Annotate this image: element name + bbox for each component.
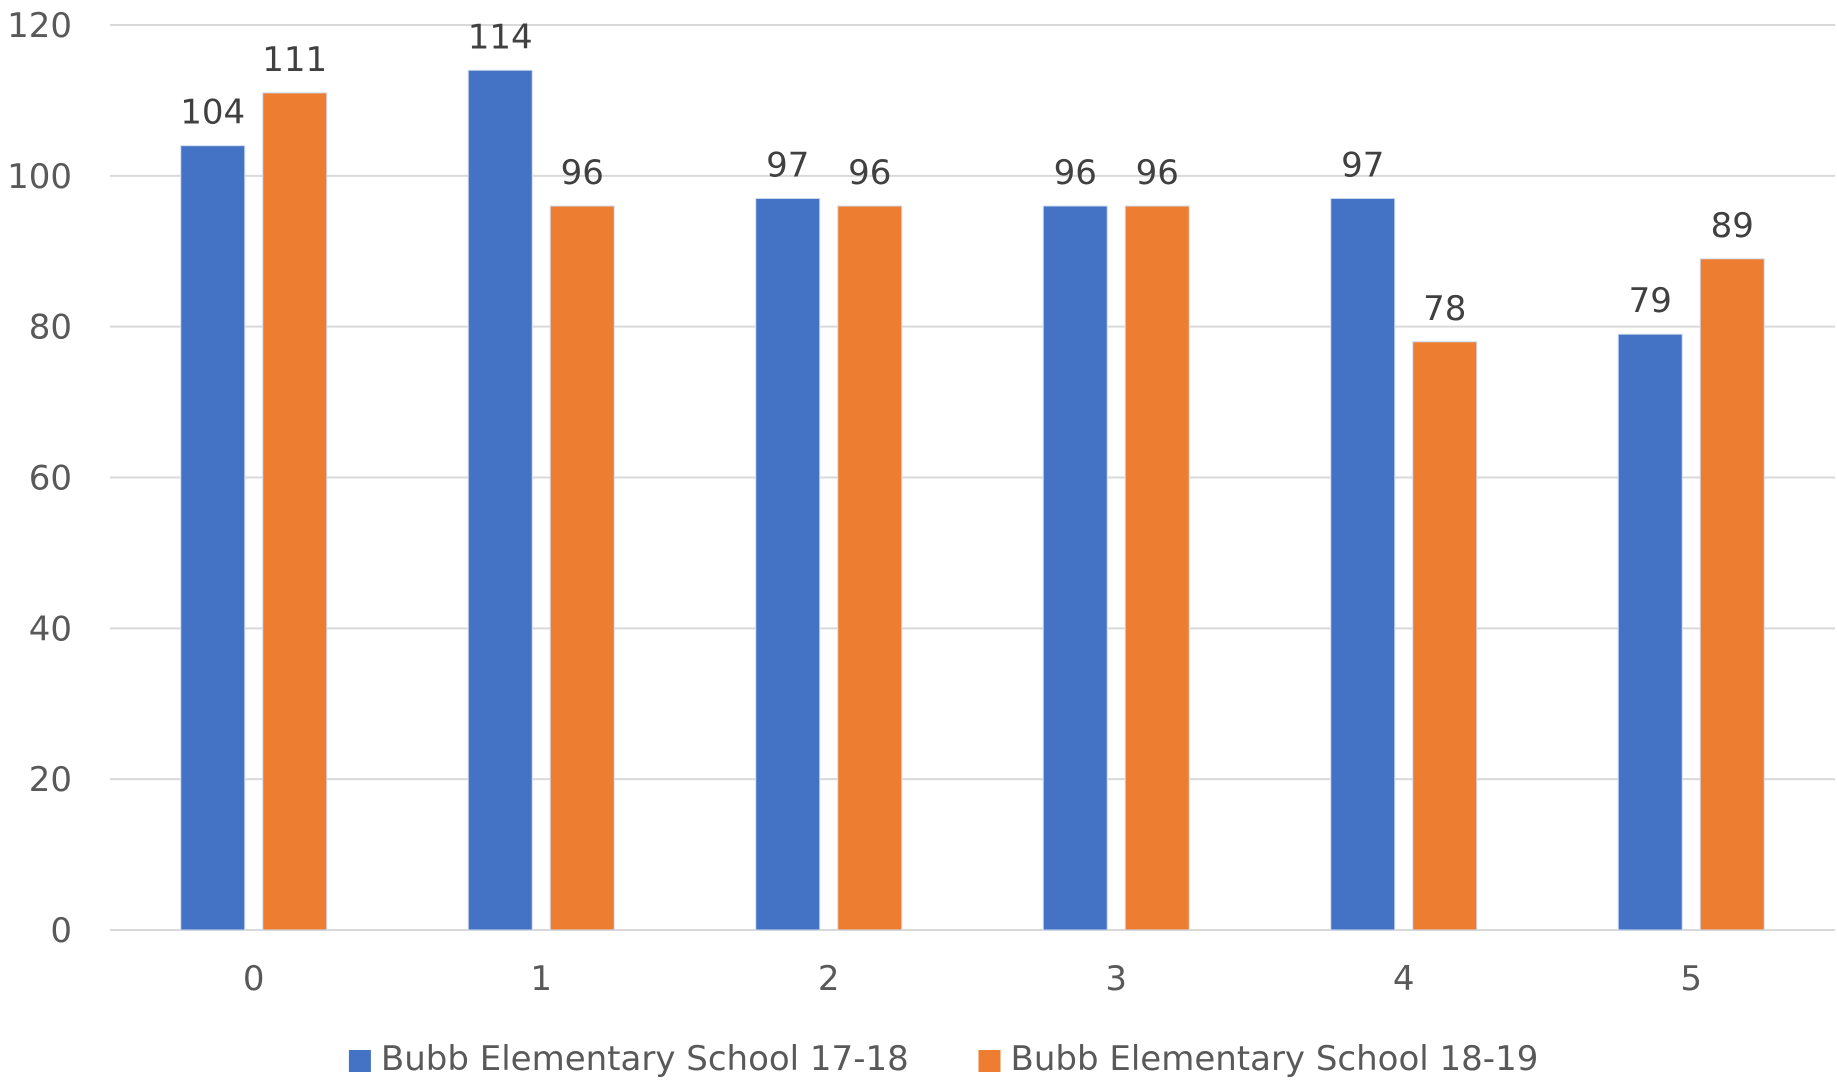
data-label: 104 [180,93,245,133]
y-tick-label: 100 [7,157,72,197]
x-tick-label: 2 [818,959,840,999]
bar-series-2 [262,92,328,931]
y-tick-label: 0 [50,911,72,951]
data-label: 89 [1711,206,1754,246]
bar-series-2 [1124,205,1190,931]
x-tick-label: 4 [1393,959,1415,999]
bar-series-2 [837,205,903,931]
bar-series-1 [1042,205,1108,931]
data-label: 96 [1136,153,1179,193]
bar-series-2 [1412,341,1478,931]
y-axis-ticks: 0 20 40 60 80 100 120 [7,6,72,951]
y-tick-label: 60 [29,459,72,499]
legend-swatch-1 [348,1050,371,1072]
x-tick-label: 5 [1680,959,1702,999]
data-label: 96 [1054,153,1097,193]
data-label: 79 [1629,281,1672,321]
y-tick-label: 80 [29,308,72,348]
bar-series-1 [467,69,533,931]
data-label: 97 [1341,145,1384,185]
bar-series-2 [549,205,615,931]
legend-label-1: Bubb Elementary School 17-18 [381,1039,909,1079]
bar-series-1 [1617,333,1683,931]
data-label: 97 [766,145,809,185]
bar-series-1 [755,197,821,931]
data-label: 111 [262,40,327,80]
data-label: 114 [468,17,533,57]
bar-series-1 [180,145,246,931]
gridlines [110,24,1835,931]
x-axis-ticks: 0 1 2 3 4 5 [243,959,1702,999]
data-label: 96 [848,153,891,193]
x-tick-label: 3 [1105,959,1127,999]
legend-label-2: Bubb Elementary School 18-19 [1011,1039,1539,1079]
y-tick-label: 20 [29,760,72,800]
bars [180,69,1765,931]
data-label: 96 [561,153,604,193]
legend: Bubb Elementary School 17-18 Bubb Element… [348,1039,1539,1079]
data-label: 78 [1423,289,1466,329]
y-tick-label: 40 [29,609,72,649]
bar-series-1 [1330,197,1396,931]
legend-swatch-2 [978,1050,1001,1072]
bar-series-2 [1699,258,1765,931]
x-tick-label: 1 [530,959,552,999]
data-labels: 104 111 114 96 97 96 96 96 97 78 79 89 [180,17,1754,329]
x-tick-label: 0 [243,959,265,999]
y-tick-label: 120 [7,6,72,46]
